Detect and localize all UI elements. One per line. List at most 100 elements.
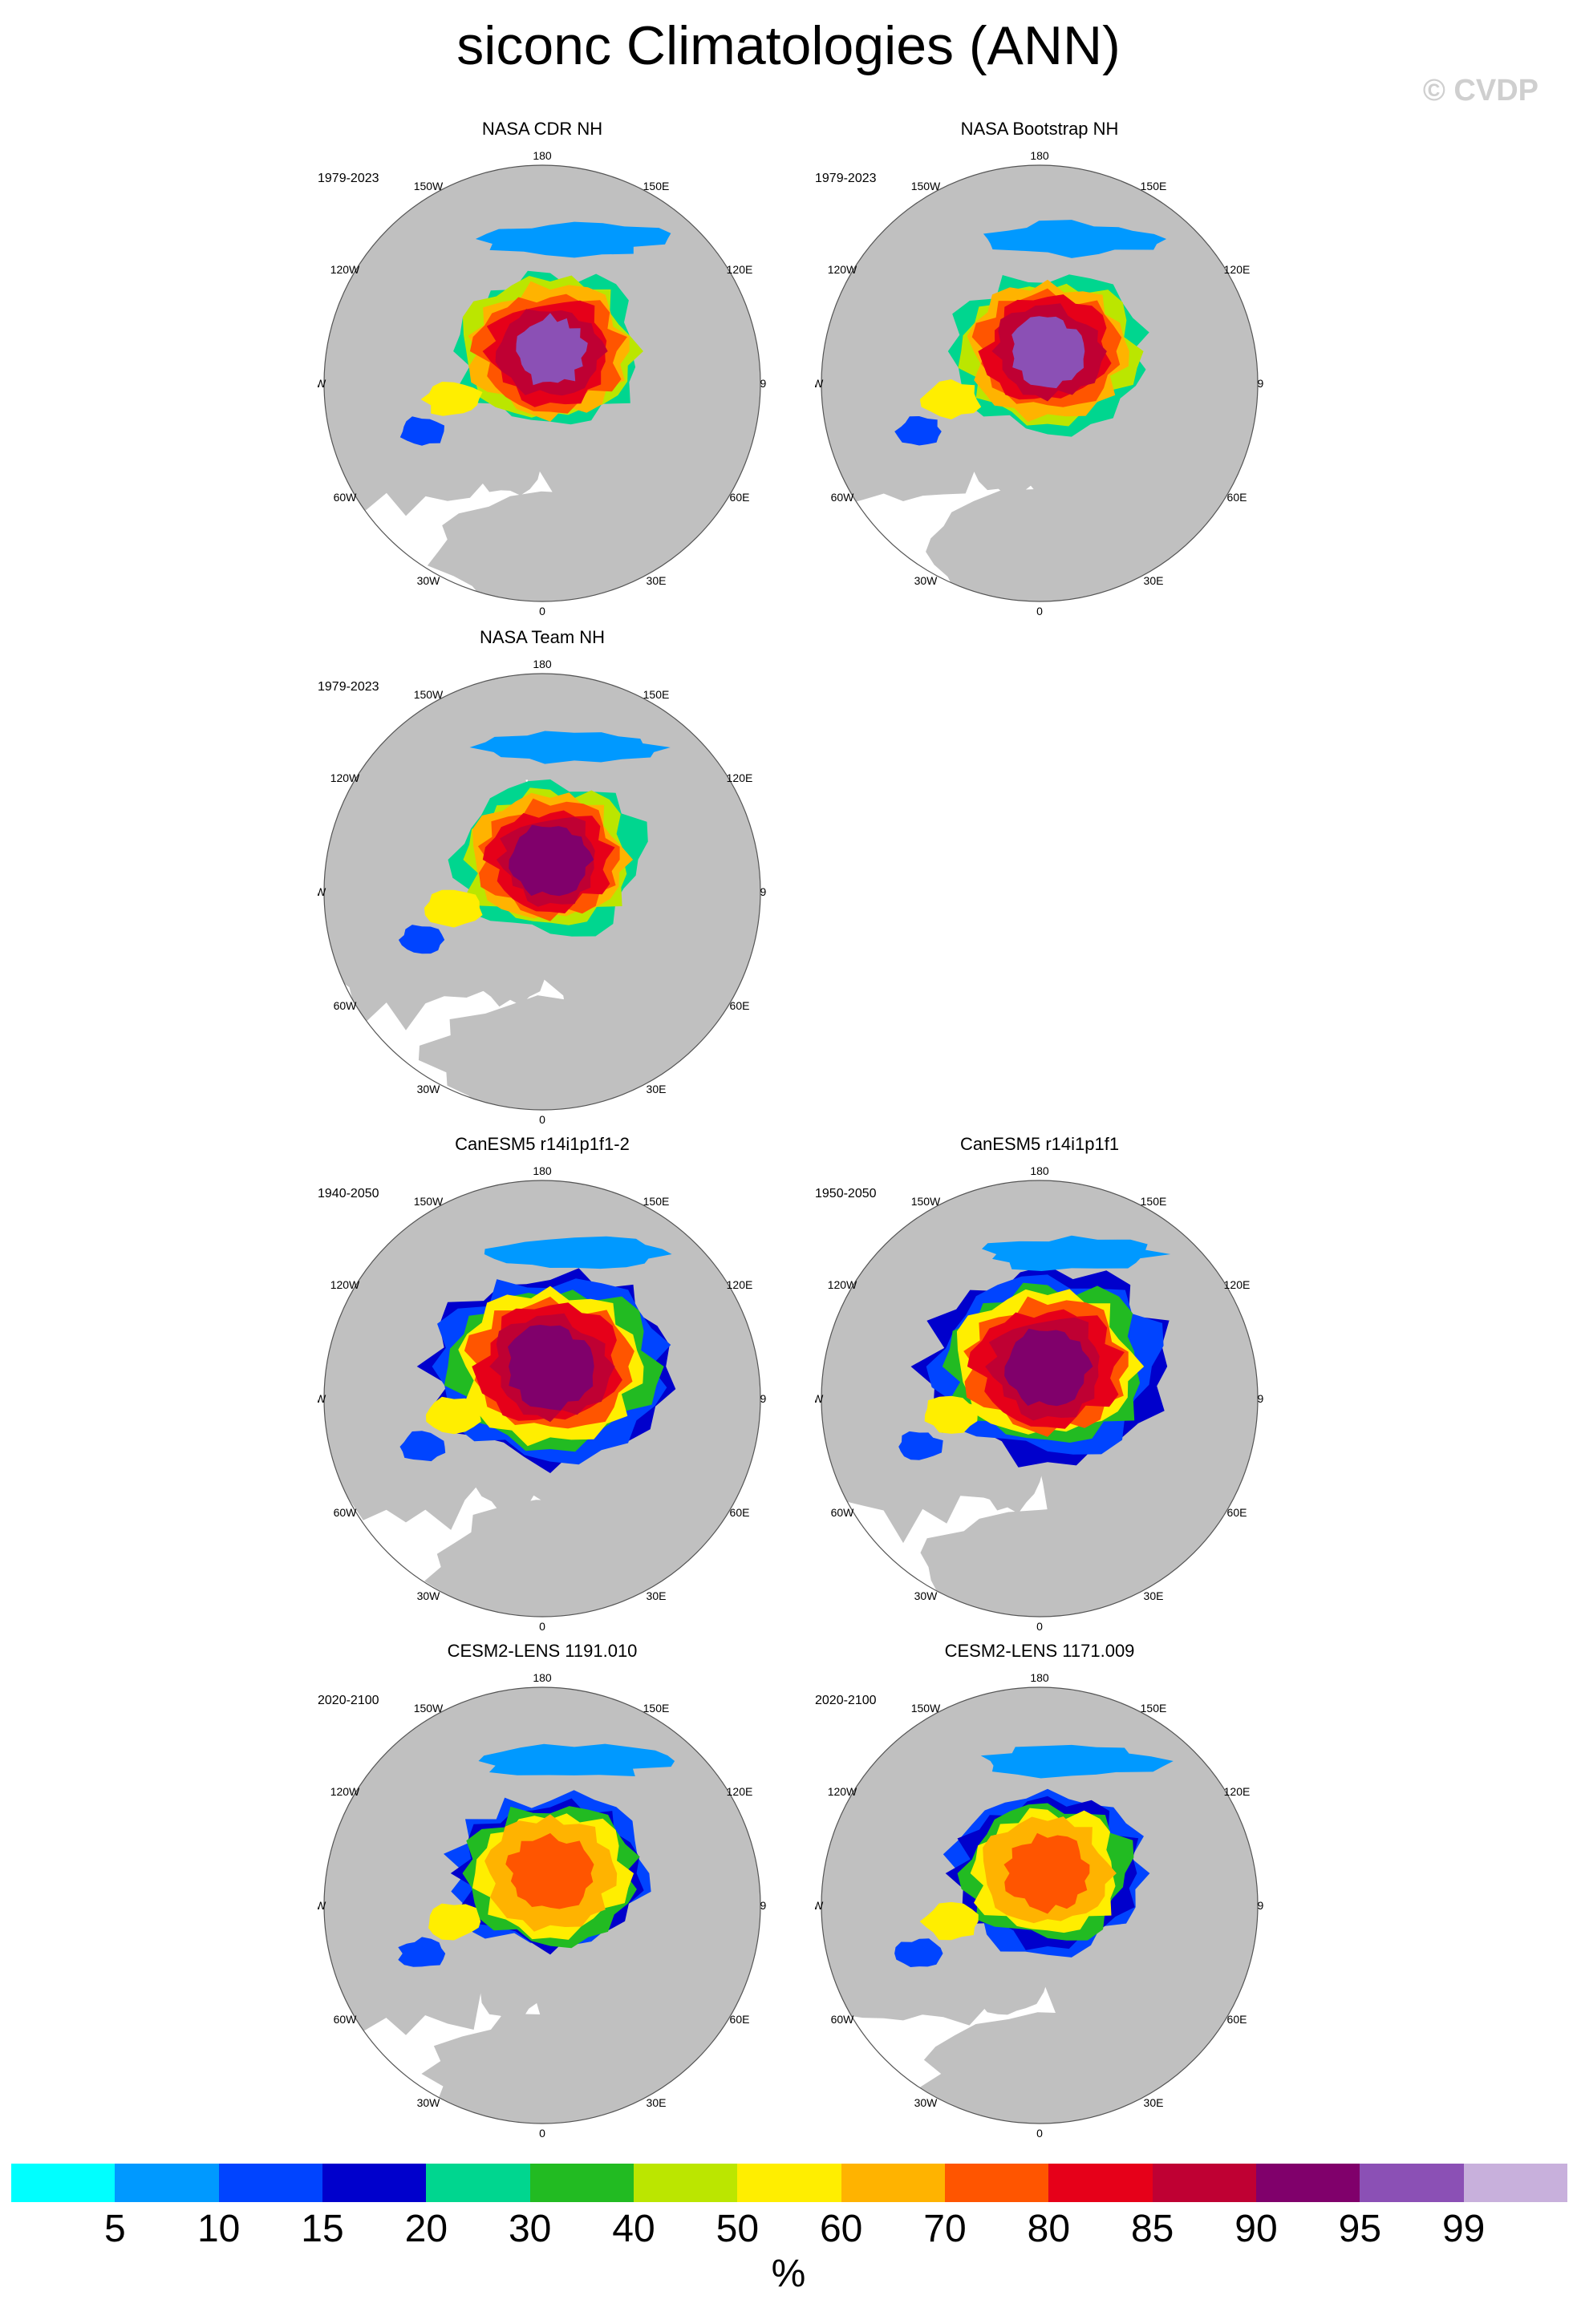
lon-label: 120E: [727, 1278, 753, 1291]
polar-map: 180 150E 120E 90E 60E 30E 0 30W 60W 90W 120W 150W: [318, 149, 767, 617]
lon-label: 30W: [914, 1589, 938, 1602]
colorbar-tick-label: 50: [716, 2208, 760, 2250]
lon-label: 30W: [417, 2096, 441, 2109]
lon-label: 150E: [1141, 1195, 1167, 1208]
colorbar-swatch: [1463, 2164, 1568, 2202]
ice-band-labrador: [399, 416, 444, 446]
lon-label: 150E: [643, 1702, 670, 1715]
polar-map: 180 150E 120E 90E 60E 30E 0 30W 60W 90W 120W 150W: [318, 1164, 767, 1633]
panel-period: 1979-2023: [815, 172, 877, 185]
lon-label: 60W: [334, 491, 358, 504]
map-content: [324, 165, 760, 601]
map-content: [821, 1687, 1258, 2124]
polar-map: 180 150E 120E 90E 60E 30E 0 30W 60W 90W 120W 150W: [815, 1671, 1264, 2140]
ice-band-bering: [475, 221, 671, 258]
lon-label: 150W: [414, 180, 444, 192]
map-boundary: [821, 164, 1259, 602]
ice-band-labrador: [894, 416, 942, 446]
polar-map: 180 150E 120E 90E 60E 30E 0 30W 60W 90W 120W 150W: [318, 658, 767, 1126]
colorbar-swatch: [529, 2164, 634, 2202]
ice-band-labrador: [898, 1431, 943, 1460]
lon-label: 30E: [647, 1083, 667, 1095]
lon-label: 90W: [815, 1392, 824, 1405]
colorbar-tick-label: 80: [1027, 2208, 1071, 2250]
lon-label: 60E: [1227, 2013, 1247, 2026]
lon-label: 60W: [831, 2013, 855, 2026]
colorbar-swatch: [1152, 2164, 1257, 2202]
panel-title: NASA Bootstrap NH: [960, 119, 1119, 139]
colorbar-tick-label: 20: [404, 2208, 448, 2250]
lon-label: 60W: [334, 2013, 358, 2026]
lon-label: 120W: [330, 1278, 360, 1291]
lon-label: 60E: [1227, 491, 1247, 504]
map-panel-canesm5-r14: CanESM5 r14i1p1f1 1950-2050 180 150E 120E 9…: [815, 1134, 1264, 1647]
panel-title: CanESM5 r14i1p1f1-2: [455, 1134, 630, 1154]
ice-zone: [509, 824, 594, 897]
lon-label: 150W: [911, 180, 941, 192]
lon-label: 60W: [334, 1506, 358, 1519]
lon-label: 180: [533, 149, 552, 162]
ice-band-bering: [484, 1236, 672, 1269]
lon-label: 120E: [1224, 263, 1251, 276]
lon-label: 60E: [730, 999, 750, 1012]
colorbar-swatch: [841, 2164, 946, 2202]
lon-label: 30E: [1144, 1589, 1164, 1602]
lon-label: 30E: [647, 2096, 667, 2109]
ice-zone: [516, 313, 588, 386]
ice-band-labrador: [398, 925, 445, 954]
panel-period: 1979-2023: [318, 680, 379, 694]
lon-label: 150E: [643, 688, 670, 701]
lon-label: 150E: [643, 1195, 670, 1208]
colorbar: [11, 2164, 1568, 2205]
colorbar-tick-label: 40: [612, 2208, 655, 2250]
map-panel-cesm2-1171: CESM2-LENS 1171.009 2020-2100 180 150E 120…: [815, 1641, 1264, 2154]
lon-label: 180: [533, 1164, 552, 1177]
lon-label: 90E: [1258, 377, 1264, 390]
lon-label: 30W: [417, 1589, 441, 1602]
map-panel-nasa-bootstrap: NASA Bootstrap NH 1979-2023 180 150E 120E 9…: [815, 119, 1264, 632]
page-title: siconc Climatologies (ANN): [456, 15, 1121, 76]
lon-label: 60W: [334, 999, 358, 1012]
lon-label: 0: [1036, 2127, 1043, 2140]
colorbar-swatch: [1048, 2164, 1153, 2202]
colorbar-tick-label: 99: [1441, 2208, 1486, 2250]
colorbar-swatch: [1256, 2164, 1360, 2202]
lon-label: 0: [1036, 605, 1043, 617]
ice-band-hudson: [426, 1396, 482, 1435]
map-boundary: [821, 1686, 1259, 2124]
colorbar-tick-label: 90: [1234, 2208, 1278, 2250]
lon-label: 120E: [727, 263, 753, 276]
map-panel-nasa-team: NASA Team NH 1979-2023 180 150E 120E 90E 60E…: [318, 627, 767, 1140]
lon-label: 30W: [914, 574, 938, 587]
lon-label: 0: [1036, 1620, 1043, 1633]
polar-map: 180 150E 120E 90E 60E 30E 0 30W 60W 90W 120W 150W: [815, 1164, 1264, 1633]
map-panel-cesm2-1191: CESM2-LENS 1191.010 2020-2100 180 150E 120…: [318, 1641, 767, 2154]
lon-label: 180: [1030, 1671, 1049, 1684]
land-europe: [424, 1500, 751, 1617]
colorbar-tick-label: 70: [923, 2208, 967, 2250]
ice-band-hudson: [424, 889, 483, 928]
lon-label: 60E: [730, 2013, 750, 2026]
lon-label: 180: [1030, 149, 1049, 162]
colorbar-tick-label: 60: [819, 2208, 863, 2250]
map-panel-canesm5-r14-2: CanESM5 r14i1p1f1-2 1940-2050 180 150E 120…: [318, 1134, 767, 1647]
ice-zone: [508, 1325, 594, 1411]
colorbar-swatch: [11, 2164, 116, 2202]
colorbar-swatch: [322, 2164, 427, 2202]
lon-label: 150W: [414, 1702, 444, 1715]
ice-band-bering: [980, 1744, 1174, 1779]
polar-map: 180 150E 120E 90E 60E 30E 0 30W 60W 90W 120W 150W: [815, 149, 1264, 617]
map-content: [821, 1180, 1258, 1617]
colorbar-tick-label: 15: [301, 2208, 344, 2250]
colorbar-swatch: [737, 2164, 842, 2202]
map-content: [324, 1180, 760, 1617]
cvdp-watermark: © CVDP: [1422, 74, 1538, 107]
colorbar-swatch: [115, 2164, 220, 2202]
ice-band-bering: [982, 1235, 1171, 1271]
map-boundary: [323, 673, 761, 1111]
lon-label: 120W: [828, 1785, 857, 1798]
lon-label: 90E: [1258, 1899, 1264, 1912]
panel-period: 1950-2050: [815, 1187, 877, 1200]
colorbar-swatch: [218, 2164, 323, 2202]
colorbar-tick-label: 85: [1130, 2208, 1174, 2250]
